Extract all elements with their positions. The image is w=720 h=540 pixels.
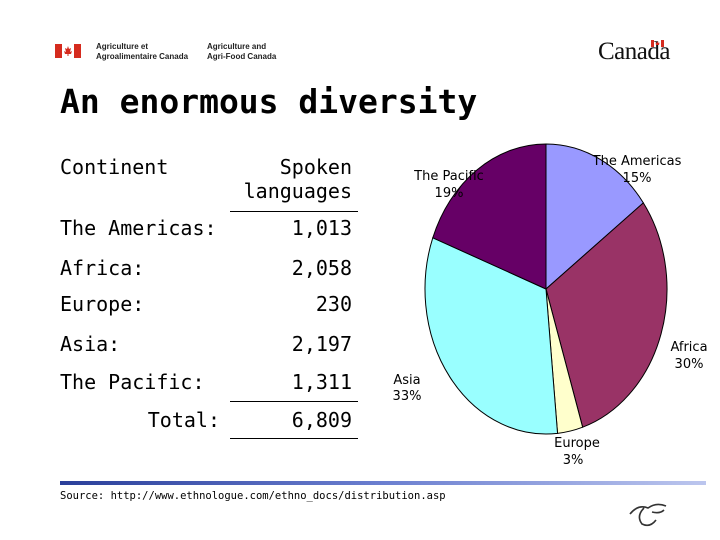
pie-label-the-pacific: The Pacific xyxy=(413,169,484,184)
pie-slice-africa xyxy=(545,202,668,428)
page-title: An enormous diversity xyxy=(60,82,478,121)
total-label: Total: xyxy=(147,408,220,432)
department-fr-line2: Agroalimentaire Canada xyxy=(96,52,189,61)
wordmark-flag-icon xyxy=(651,40,664,47)
pie-label-africa: Africa xyxy=(670,340,707,355)
row-name-europe: Europe: xyxy=(60,292,145,316)
pie-percent-europe: 3% xyxy=(563,453,584,468)
row-value-asia: 2,197 xyxy=(291,332,352,356)
canada-flag-icon xyxy=(55,44,81,58)
pie-percent-the-americas: 15% xyxy=(623,171,652,186)
row-name-africa: Africa: xyxy=(60,256,145,280)
canada-wordmark: Canada xyxy=(598,38,670,65)
pie-label-europe: Europe xyxy=(554,436,600,451)
footer-divider xyxy=(60,481,706,485)
row-value-americas: 1,013 xyxy=(291,216,352,240)
header-rule xyxy=(230,211,358,212)
row-value-africa: 2,058 xyxy=(291,256,352,280)
pie-slice-asia xyxy=(424,237,559,435)
signature-logo-icon xyxy=(629,503,667,527)
pie-percent-africa: 30% xyxy=(675,357,704,372)
pie-percent-asia: 33% xyxy=(393,389,422,404)
column-header-spoken-line1: Spoken xyxy=(279,155,352,179)
pie-label-asia: Asia xyxy=(393,373,420,388)
department-name-english: Agriculture and Agri-Food Canada xyxy=(207,42,276,62)
department-en-line1: Agriculture and xyxy=(207,42,267,51)
pie-percent-the-pacific: 19% xyxy=(435,186,464,201)
total-rule-bottom xyxy=(230,438,358,439)
department-name-french: Agriculture et Agroalimentaire Canada xyxy=(96,42,188,62)
row-value-pacific: 1,311 xyxy=(291,370,352,394)
column-header-spoken-languages: Spoken languages xyxy=(230,155,352,203)
row-name-asia: Asia: xyxy=(60,332,121,356)
row-name-pacific: The Pacific: xyxy=(60,370,205,394)
row-value-europe: 230 xyxy=(315,292,352,316)
column-header-continent: Continent xyxy=(60,155,169,179)
department-en-line2: Agri-Food Canada xyxy=(207,52,277,61)
total-rule-top xyxy=(230,401,358,402)
department-fr-line1: Agriculture et xyxy=(96,42,149,51)
pie-slice-the-americas xyxy=(545,143,644,291)
column-header-spoken-line2: languages xyxy=(243,179,352,203)
total-value: 6,809 xyxy=(291,408,352,432)
pie-slice-the-pacific xyxy=(432,143,547,290)
row-name-americas: The Americas: xyxy=(60,216,217,240)
pie-label-the-americas: The Americas xyxy=(592,154,682,169)
source-citation: Source: http://www.ethnologue.com/ethno_… xyxy=(60,490,446,502)
